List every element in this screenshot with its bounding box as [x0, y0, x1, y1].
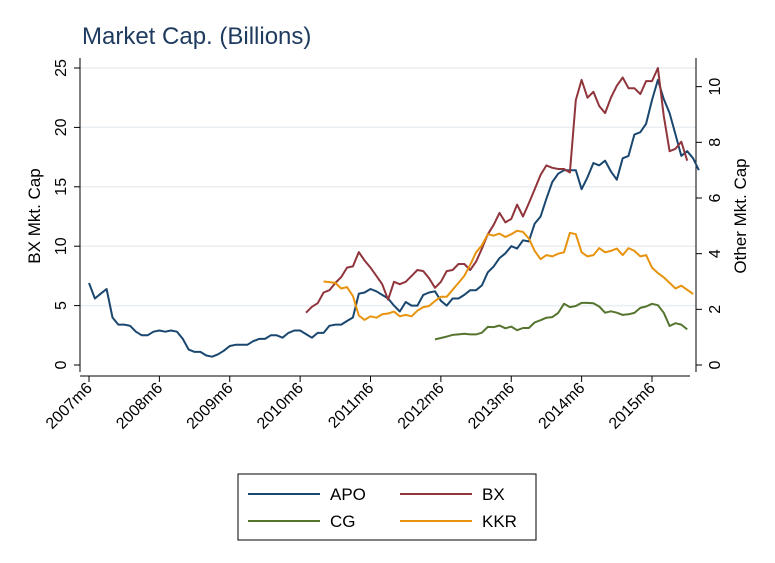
- legend-label-apo: APO: [330, 485, 366, 504]
- series-line-bx: [305, 67, 689, 314]
- legend: APO BX CG KKR: [237, 473, 537, 541]
- right-tick-label: 6: [707, 193, 724, 202]
- left-tick-label: 5: [53, 301, 70, 310]
- series-line-kkr: [323, 229, 694, 321]
- right-tick-label: 10: [707, 78, 724, 96]
- series-line-apo: [88, 78, 700, 358]
- left-tick-label: 0: [53, 360, 70, 369]
- left-tick-label: 10: [53, 237, 70, 255]
- right-axis-title: Other Mkt. Cap: [731, 158, 750, 273]
- gridlines: [80, 67, 696, 307]
- chart-title: Market Cap. (Billions): [82, 23, 311, 50]
- legend-label-cg: CG: [330, 512, 356, 531]
- right-axis-ticks: 0 2 4 6 8 10: [696, 78, 724, 369]
- series-line-cg: [434, 301, 688, 341]
- legend-label-kkr: KKR: [482, 512, 517, 531]
- series-lines: [88, 67, 700, 358]
- right-tick-label: 4: [707, 249, 724, 258]
- right-tick-label: 8: [707, 138, 724, 147]
- right-tick-label: 0: [707, 360, 724, 369]
- legend-label-bx: BX: [482, 485, 505, 504]
- left-axis-title: BX Mkt. Cap: [25, 168, 44, 263]
- left-axis-ticks: 0 5 10 15 20 25: [53, 59, 80, 369]
- left-tick-label: 20: [53, 118, 70, 136]
- legend-box: [237, 473, 537, 541]
- left-tick-label: 25: [53, 59, 70, 77]
- left-tick-label: 15: [53, 178, 70, 196]
- right-tick-label: 2: [707, 305, 724, 314]
